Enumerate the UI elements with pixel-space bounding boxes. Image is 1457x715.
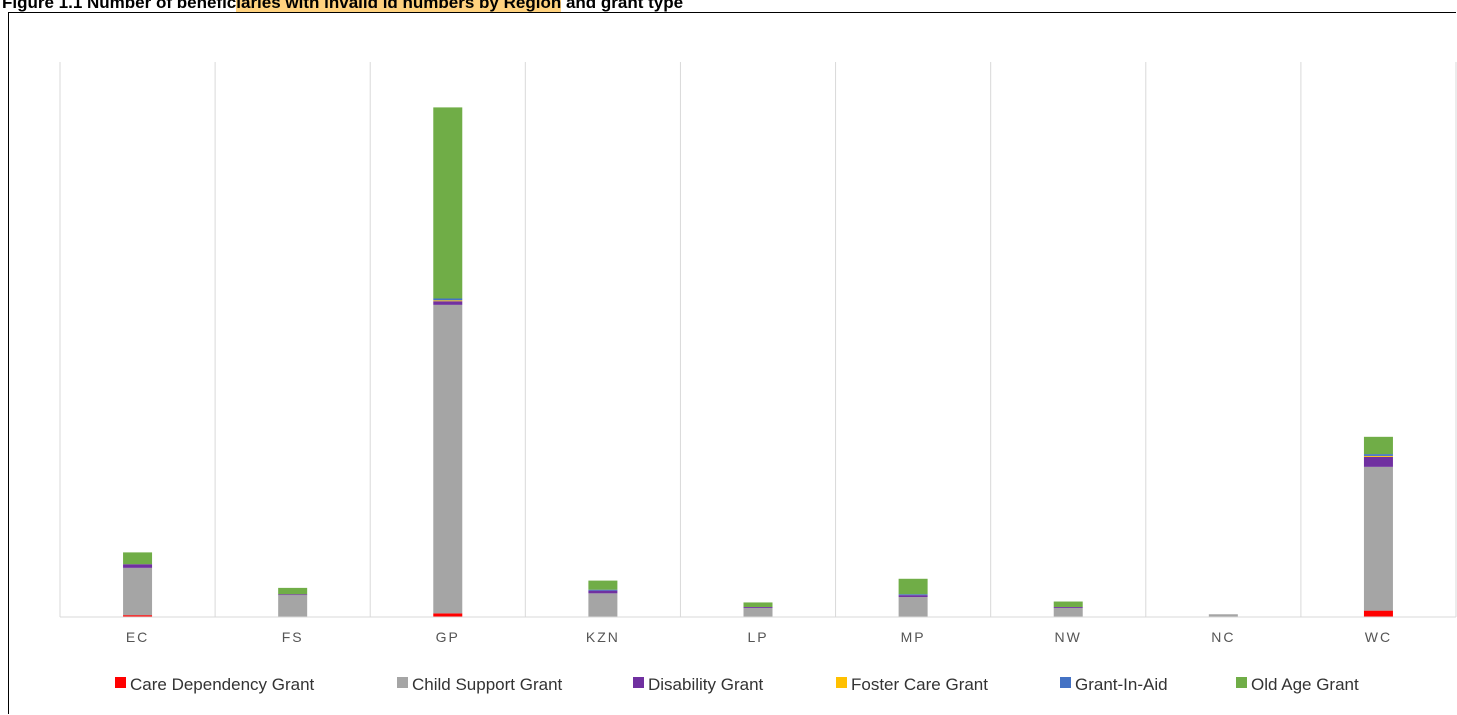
- figure-title: Figure 1.1 Number of beneficiaries with …: [2, 0, 683, 13]
- bar-gp-series-4: [433, 298, 463, 301]
- bar-ec-series-2: [123, 564, 153, 568]
- bar-wc-series-1: [1363, 466, 1393, 611]
- bar-kzn-series-1: [588, 593, 618, 617]
- bar-wc-series-5: [1363, 436, 1393, 455]
- gridlines: [59, 62, 1457, 617]
- bar-ec-series-0: [123, 615, 153, 617]
- legend-label-2: Disability Grant: [648, 675, 764, 694]
- bar-nc-series-1: [1208, 614, 1238, 617]
- x-tick-labels: EC FS GP KZN LP MP NW NC WC: [126, 629, 1392, 645]
- bar-wc-series-4: [1363, 454, 1393, 456]
- bar-nw-series-1: [1053, 607, 1083, 617]
- bar-gp-series-1: [433, 304, 463, 614]
- bar-lp-series-2: [743, 606, 773, 608]
- bar-fs-series-5: [278, 587, 308, 595]
- x-tick-label-wc: WC: [1365, 629, 1392, 645]
- bar-mp-series-1: [898, 596, 928, 617]
- bars: [123, 107, 1393, 617]
- bar-kzn-series-5: [588, 580, 618, 590]
- x-tick-label-fs: FS: [282, 629, 304, 645]
- bar-ec-series-1: [123, 567, 153, 616]
- bar-fs-series-2: [278, 594, 308, 596]
- title-highlighted-part: iaries with invalid id numbers by Region: [236, 0, 562, 12]
- bar-fs-series-1: [278, 595, 308, 617]
- x-tick-label-nc: NC: [1211, 629, 1235, 645]
- bar-nw-series-2: [1053, 606, 1083, 608]
- legend-swatch-1: [397, 677, 408, 688]
- legend-swatch-0: [115, 677, 126, 688]
- legend-swatch-3: [836, 677, 847, 688]
- bar-lp-series-1: [743, 607, 773, 617]
- bar-nw-series-5: [1053, 601, 1083, 607]
- bar-gp-series-3: [433, 300, 463, 302]
- legend-label-1: Child Support Grant: [412, 675, 563, 694]
- legend-swatch-2: [633, 677, 644, 688]
- x-tick-label-lp: LP: [747, 629, 768, 645]
- x-tick-label-gp: GP: [436, 629, 460, 645]
- x-tick-label-kzn: KZN: [586, 629, 620, 645]
- title-part-3: and grant type: [561, 0, 684, 12]
- bar-gp-series-2: [433, 301, 463, 305]
- legend-label-0: Care Dependency Grant: [130, 675, 315, 694]
- bar-ec-series-5: [123, 552, 153, 565]
- x-tick-label-nw: NW: [1055, 629, 1082, 645]
- legend: Care Dependency Grant Child Support Grant…: [115, 675, 1359, 694]
- legend-swatch-4: [1060, 677, 1071, 688]
- x-tick-label-mp: MP: [901, 629, 926, 645]
- bar-lp-series-5: [743, 602, 773, 607]
- bar-mp-series-5: [898, 578, 928, 595]
- x-tick-label-ec: EC: [126, 629, 149, 645]
- bar-kzn-series-2: [588, 590, 618, 594]
- bar-wc-series-2: [1363, 456, 1393, 467]
- legend-label-4: Grant-In-Aid: [1075, 675, 1168, 694]
- bar-mp-series-2: [898, 595, 928, 597]
- bar-gp-series-5: [433, 107, 463, 299]
- bar-wc-series-3: [1363, 455, 1393, 457]
- legend-swatch-5: [1236, 677, 1247, 688]
- bar-mp-series-4: [898, 594, 928, 596]
- legend-label-5: Old Age Grant: [1251, 675, 1359, 694]
- bar-gp-series-0: [433, 613, 463, 617]
- chart-frame: [8, 12, 1456, 714]
- bar-wc-series-0: [1363, 610, 1393, 617]
- bar-kzn-series-4: [588, 589, 618, 591]
- title-part-1: Figure 1.1 Number of benefic: [2, 0, 237, 12]
- legend-label-3: Foster Care Grant: [851, 675, 988, 694]
